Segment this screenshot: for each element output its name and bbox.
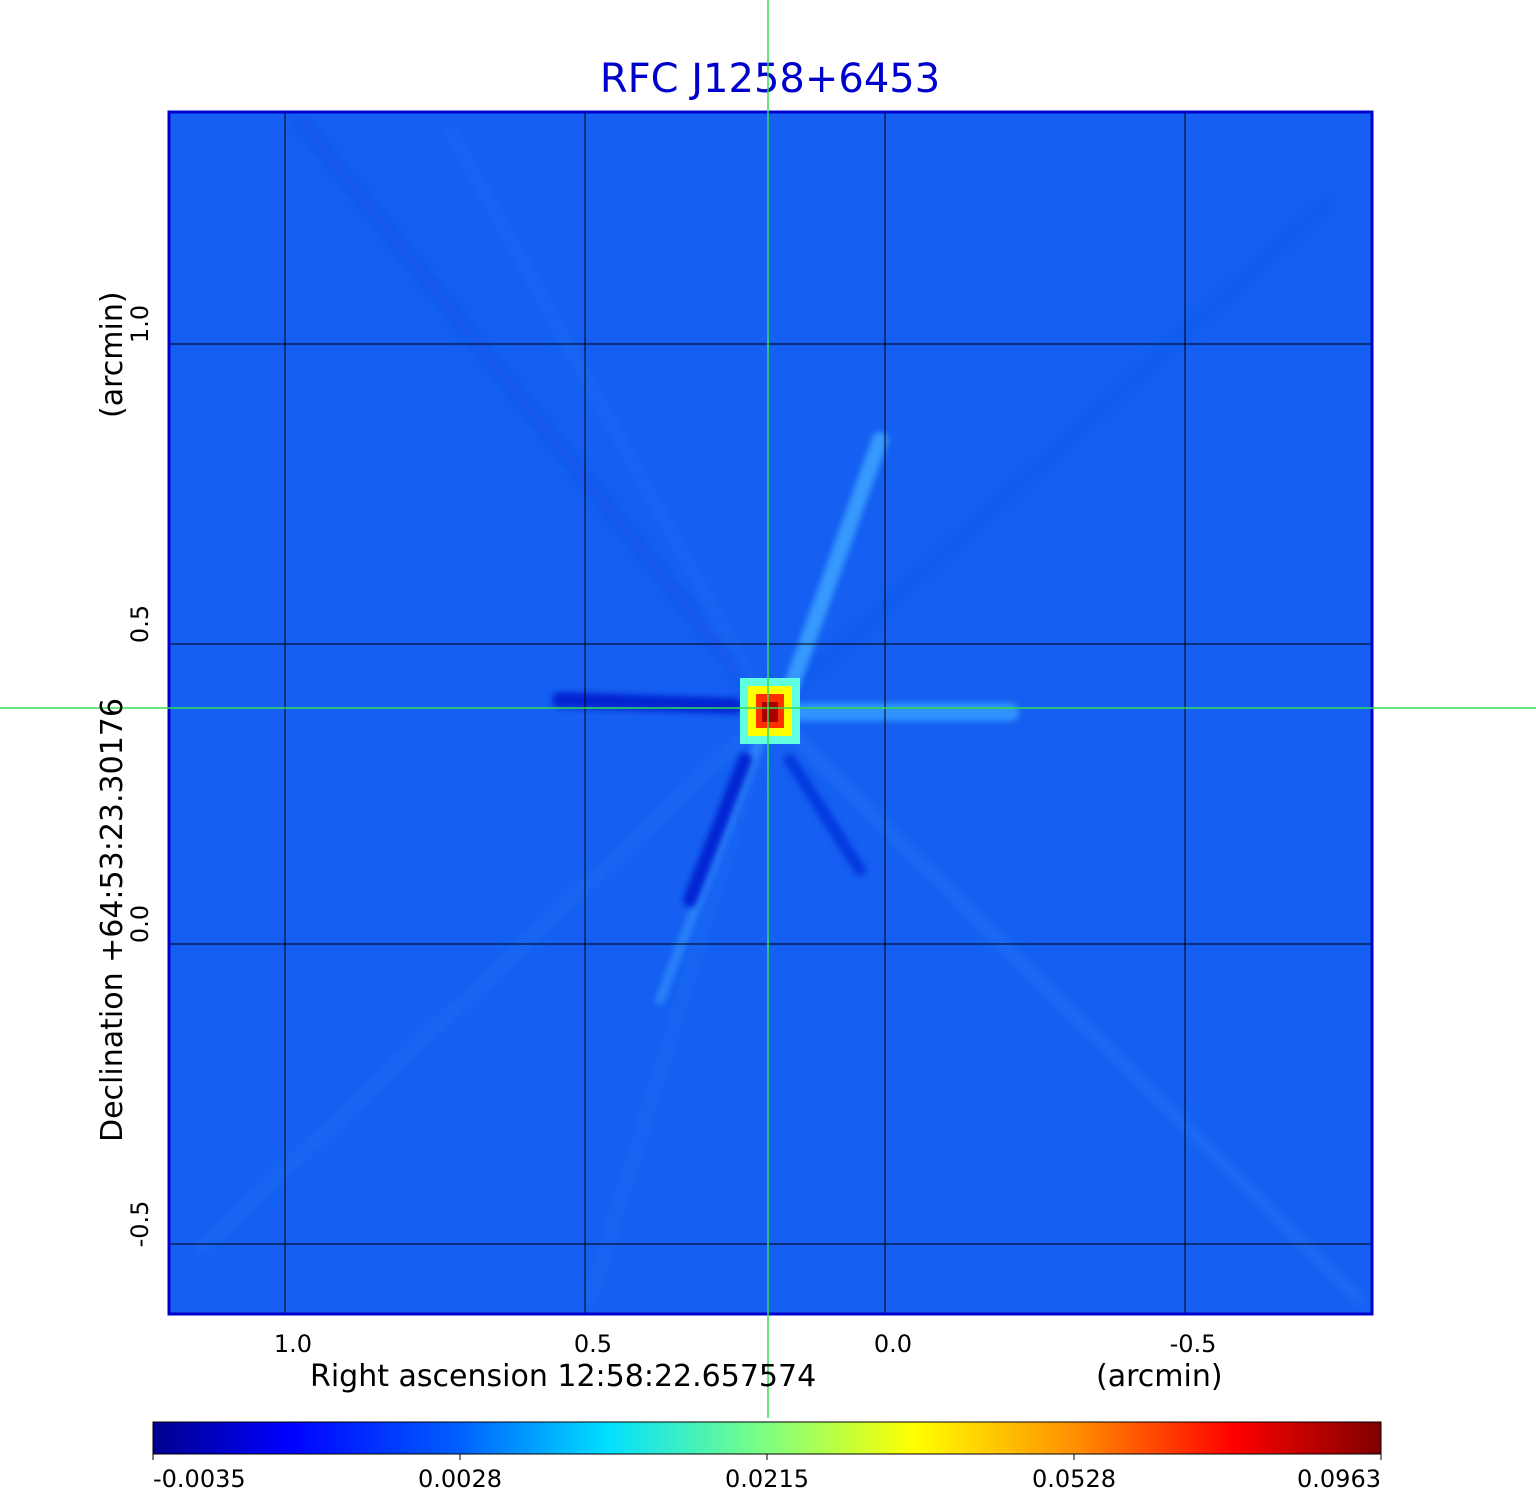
x-tick-label: 0.5: [574, 1330, 612, 1358]
colorbar-tick-label: 0.0215: [725, 1465, 809, 1493]
x-axis-unit: (arcmin): [1096, 1359, 1223, 1394]
y-tick-label: 0.5: [126, 605, 154, 643]
x-tick-label: 1.0: [274, 1330, 312, 1358]
y-tick-labels: 1.0 0.5 0.0 -0.5: [126, 305, 154, 1248]
colorbar-tick-label: 0.0963: [1297, 1465, 1381, 1493]
map-title: RFC J1258+6453: [600, 56, 940, 102]
colorbar-tick-label: 0.0028: [418, 1465, 502, 1493]
coordinate-grid: [169, 112, 1372, 1314]
y-axis-unit: (arcmin): [95, 291, 130, 418]
x-tick-label: 0.0: [874, 1330, 912, 1358]
colorbar-tick-label: -0.0035: [153, 1465, 246, 1493]
colorbar: [152, 1421, 1382, 1455]
y-tick-label: -0.5: [126, 1201, 154, 1248]
sidelobe-streaks: [195, 115, 1365, 1305]
crosshair: [0, 0, 1536, 1418]
y-axis-label: Declination +64:53:23.30176: [95, 698, 130, 1142]
negative-arms: [552, 692, 866, 907]
y-tick-label: 0.0: [126, 905, 154, 943]
x-tick-labels: 1.0 0.5 0.0 -0.5: [274, 1330, 1217, 1358]
central-source: [740, 678, 800, 744]
colorbar-tick-labels: -0.0035 0.0028 0.0215 0.0528 0.0963: [152, 1454, 1382, 1493]
colorbar-tick-label: 0.0528: [1032, 1465, 1116, 1493]
x-tick-label: -0.5: [1170, 1330, 1217, 1358]
x-axis-label: Right ascension 12:58:22.657574: [310, 1359, 816, 1394]
intensity-map: [169, 112, 1372, 1314]
map-frame: [167, 110, 1374, 1316]
y-tick-label: 1.0: [126, 305, 154, 343]
